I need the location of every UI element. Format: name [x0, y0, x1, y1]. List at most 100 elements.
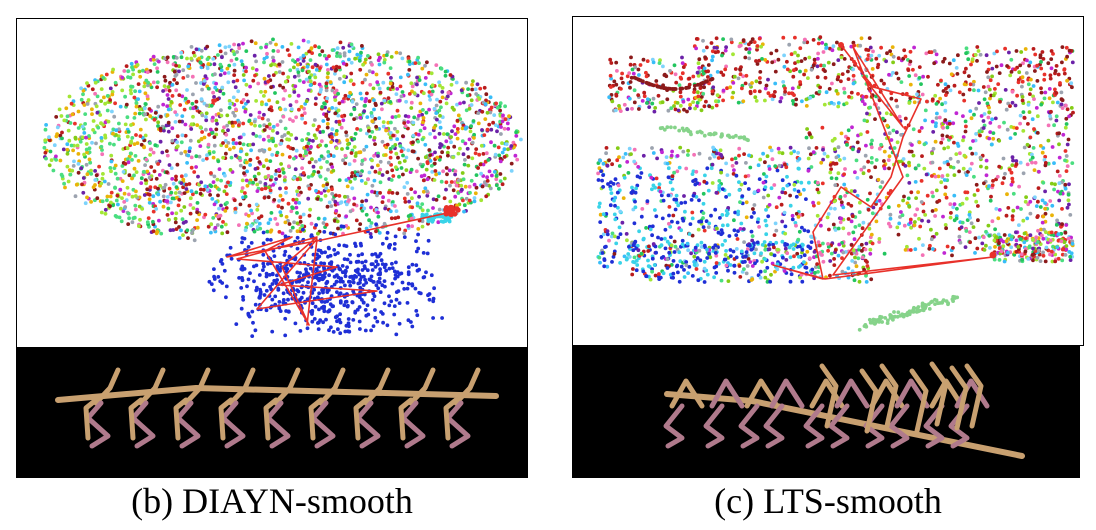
scatter-point: [960, 201, 965, 206]
scatter-point: [816, 240, 821, 245]
scatter-point: [62, 118, 67, 123]
scatter-point: [888, 212, 893, 217]
scatter-point: [920, 92, 925, 97]
scatter-point: [261, 282, 266, 287]
scatter-point: [387, 190, 391, 195]
scatter-point: [861, 220, 866, 225]
scatter-point: [424, 212, 429, 217]
scatter-point: [295, 270, 300, 275]
scatter-point: [673, 107, 678, 112]
scatter-point: [255, 218, 259, 223]
scatter-point: [960, 220, 965, 225]
scatter-point: [184, 187, 189, 191]
scatter-point: [323, 271, 327, 276]
scatter-point: [1035, 79, 1040, 83]
scatter-point: [197, 154, 202, 159]
crawler-limb: [175, 400, 201, 449]
scatter-point: [317, 124, 321, 129]
scatter-point: [908, 217, 913, 222]
scatter-point: [217, 187, 221, 192]
scatter-point: [957, 169, 961, 174]
scatter-point: [120, 179, 125, 184]
scatter-point: [284, 190, 288, 195]
scatter-point: [330, 304, 335, 309]
scatter-point: [185, 161, 190, 165]
scatter-point: [373, 142, 377, 146]
scatter-point: [963, 119, 968, 124]
scatter-point: [321, 119, 326, 123]
scatter-point: [215, 223, 220, 227]
scatter-point: [498, 156, 503, 161]
scatter-point: [151, 194, 156, 199]
scatter-point: [456, 178, 461, 183]
scatter-point: [283, 175, 287, 180]
scatter-point: [945, 244, 950, 249]
scatter-point: [395, 191, 400, 196]
scatter-point: [109, 159, 114, 164]
scatter-point: [277, 174, 282, 178]
scatter-point: [757, 177, 762, 182]
scatter-point: [174, 174, 178, 179]
scatter-point: [770, 60, 775, 65]
scatter-point: [901, 157, 906, 161]
scatter-point: [260, 148, 264, 152]
scatter-point: [353, 244, 358, 249]
scatter-point: [319, 87, 323, 92]
scatter-point: [411, 149, 416, 154]
scatter-point: [286, 297, 290, 302]
scatter-point: [781, 35, 786, 40]
scatter-point: [758, 70, 763, 74]
scatter-point: [301, 80, 306, 84]
scatter-point: [985, 101, 990, 106]
scatter-point: [273, 172, 278, 177]
scatter-point: [695, 70, 700, 75]
scatter-point: [307, 213, 312, 218]
scatter-point: [249, 148, 254, 153]
scatter-point: [882, 159, 886, 163]
scatter-point: [681, 149, 686, 154]
scatter-point: [730, 95, 735, 100]
scatter-point: [859, 36, 864, 41]
scatter-point: [1028, 135, 1033, 140]
scatter-point: [267, 122, 272, 127]
scatter-point: [621, 80, 625, 85]
scatter-point: [151, 209, 156, 214]
scatter-point: [369, 328, 373, 333]
scatter-point: [354, 218, 359, 223]
scatter-point: [825, 154, 830, 159]
scatter-point: [289, 107, 294, 111]
scatter-point: [410, 262, 415, 267]
scatter-point: [127, 192, 131, 197]
scatter-point: [116, 202, 120, 207]
scatter-point: [909, 225, 913, 230]
scatter-point: [964, 173, 969, 178]
scatter-point: [380, 283, 385, 288]
scatter-point: [735, 237, 740, 241]
scatter-point: [681, 99, 686, 104]
scatter-point: [803, 56, 807, 61]
scatter-point: [1041, 180, 1046, 185]
scatter-point: [1065, 107, 1070, 112]
scatter-point: [231, 145, 236, 150]
scatter-point: [109, 200, 113, 205]
scatter-point: [714, 103, 719, 108]
scatter-point: [111, 67, 115, 72]
scatter-point: [144, 181, 148, 186]
scatter-point: [513, 153, 518, 158]
scatter-point: [366, 126, 371, 130]
scatter-point: [1039, 227, 1043, 232]
scatter-point: [212, 174, 217, 179]
scatter-point: [790, 86, 795, 91]
scatter-point: [180, 94, 185, 99]
scatter-point: [752, 40, 757, 44]
scatter-point: [337, 119, 342, 124]
scatter-point: [138, 127, 143, 132]
scatter-point: [449, 180, 454, 184]
scatter-point: [210, 131, 215, 135]
scatter-point: [698, 86, 703, 90]
scatter-point: [1063, 125, 1068, 130]
scatter-point: [469, 124, 473, 128]
scatter-point: [970, 57, 975, 62]
scatter-point: [1046, 123, 1051, 128]
scatter-point: [948, 215, 953, 220]
